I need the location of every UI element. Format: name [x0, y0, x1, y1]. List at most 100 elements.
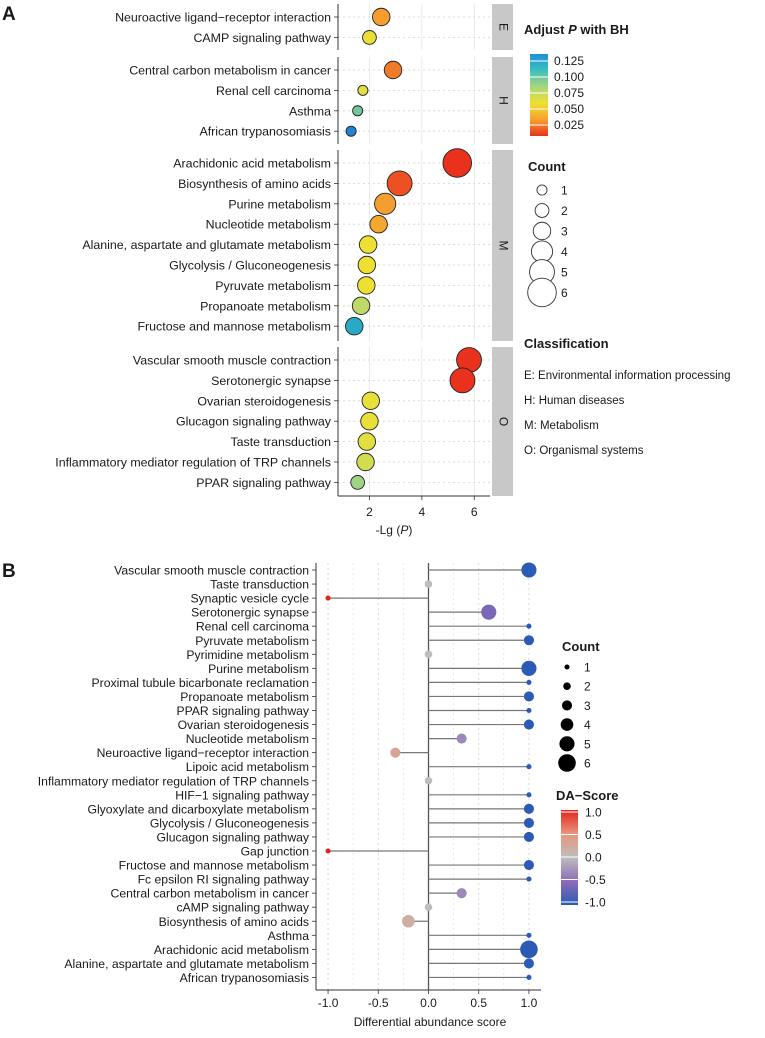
axis-b-xlabel: Differential abundance score: [354, 1015, 507, 1029]
legend-a-colorbar-label: 0.125: [554, 54, 584, 68]
panel-a-plot: Neuroactive ligand−receptor interaction C…: [55, 4, 584, 519]
term-label: Fructose and mannose metabolism: [119, 859, 309, 873]
lollipop-row: Neuroactive ligand−receptor interaction: [97, 746, 429, 760]
legend-a-size-key: [536, 184, 548, 196]
legend-a-class-title: Classification: [524, 336, 609, 351]
term-label: Biosynthesis of amino acids: [178, 177, 331, 191]
data-point: [357, 255, 377, 275]
term-label: Gap junction: [241, 845, 309, 859]
legend-a-colorbar: [530, 54, 548, 136]
legend-a-color-title-prefix: Adjust: [524, 22, 568, 37]
legend-b-colorbar-label: 0.5: [585, 828, 602, 842]
legend-a-size-key: [530, 240, 554, 263]
term-label: Ovarian steroidogenesis: [197, 394, 331, 408]
facet-strip-label: E: [496, 23, 510, 31]
term-label: Arachidonic acid metabolism: [154, 943, 309, 957]
data-point: [357, 432, 377, 451]
facet-strip: [492, 347, 513, 496]
lollipop-row: Inflammatory mediator regulation of TRP …: [38, 774, 433, 788]
legend-a-class-o: O: Organismal systems: [524, 445, 644, 457]
facet-strip: [492, 150, 513, 341]
legend-b-size-key: [559, 736, 575, 752]
lollipop-head: [456, 888, 467, 899]
lollipop-head: [526, 792, 532, 798]
group-m: Arachidonic acid metabolism Biosynthesis …: [82, 148, 513, 341]
lollipop-head: [523, 803, 534, 814]
lollipop-head: [526, 623, 532, 629]
lollipop-head: [526, 974, 532, 980]
group-panel: [338, 4, 490, 50]
data-point: [386, 170, 413, 197]
facet-strip: [492, 4, 513, 50]
lollipop-head: [456, 733, 467, 744]
group-e: Neuroactive ligand−receptor interaction C…: [115, 4, 513, 50]
term-label: Neuroactive ligand−receptor interaction: [97, 746, 309, 760]
panel-label-a: A: [2, 4, 16, 25]
term-label: Asthma: [268, 929, 310, 943]
legend-a-colorbar-label: 0.075: [554, 86, 584, 100]
term-label: PPAR signaling pathway: [196, 476, 332, 490]
term-label: Asthma: [289, 104, 331, 118]
lollipop-head: [526, 679, 532, 685]
lollipop-head: [325, 848, 331, 854]
lollipop-row: Fructose and mannose metabolism: [119, 859, 534, 873]
x-tick-label: -0.5: [368, 996, 389, 1010]
term-label: Pyruvate metabolism: [215, 279, 331, 293]
legend-a-class-e: E: Environmental information processing: [524, 370, 730, 382]
term-label: Propanoate metabolism: [200, 299, 331, 313]
lollipop-row: Glucagon signaling pathway: [157, 830, 534, 844]
legend-b-size-label: 4: [584, 718, 591, 732]
term-label: Synaptic vesicle cycle: [190, 592, 309, 606]
term-label: Lipoic acid metabolism: [186, 760, 309, 774]
term-label: Alanine, aspartate and glutamate metabol…: [64, 957, 309, 971]
lollipop-head: [520, 940, 538, 959]
data-point: [374, 192, 397, 215]
lollipop-row: Gap junction: [241, 845, 429, 859]
data-point: [351, 296, 371, 315]
lollipop-row: Synaptic vesicle cycle: [190, 592, 429, 606]
lollipop-row: Fc epsilon RI signaling pathway: [138, 873, 532, 887]
lollipop-row: Taste transduction: [210, 578, 433, 592]
lollipop-head: [424, 650, 433, 659]
legend-b-size-key: [563, 682, 571, 690]
lollipop-head: [526, 932, 532, 938]
term-label: Serotonergic synapse: [211, 374, 331, 388]
legend-a-size-label: 5: [561, 266, 568, 280]
data-point: [372, 7, 391, 27]
lollipop-row: Proximal tubule bicarbonate reclamation: [92, 676, 532, 690]
lollipop-row: cAMP signaling pathway: [176, 901, 433, 915]
term-label: Central carbon metabolism in cancer: [129, 64, 331, 78]
lollipop-row: Central carbon metabolism in cancer: [111, 887, 467, 901]
data-point: [383, 60, 403, 80]
axis-a-xlabel-var: P: [400, 523, 408, 537]
legend-a-size-title: Count: [528, 159, 566, 174]
data-point: [369, 214, 388, 234]
term-label: Ovarian steroidogenesis: [178, 718, 309, 732]
term-label: Pyruvate metabolism: [195, 634, 309, 648]
term-label: Glucagon signaling pathway: [176, 415, 332, 429]
term-label: Alanine, aspartate and glutamate metabol…: [82, 238, 331, 252]
lollipop-row: Alanine, aspartate and glutamate metabol…: [64, 957, 534, 971]
legend-b-colorbar-label: -1.0: [585, 896, 606, 910]
legend-a-colorbar-label: 0.025: [554, 118, 584, 132]
data-point: [352, 105, 364, 117]
legend-a-size-label: 6: [561, 286, 568, 300]
lollipop-row: PPAR signaling pathway: [176, 704, 532, 718]
term-label: CAMP signaling pathway: [193, 31, 331, 45]
legend-b-size-label: 3: [584, 699, 591, 713]
term-label: Glucagon signaling pathway: [157, 830, 310, 844]
lollipop-head: [526, 707, 532, 714]
data-point: [362, 30, 377, 45]
data-point: [345, 317, 364, 336]
axis-a-xlabel-suffix: ): [408, 523, 412, 537]
lollipop-row: Biosynthesis of amino acids: [159, 915, 429, 929]
legend-a-size-label: 4: [561, 245, 568, 259]
legend-a-class-m: M: Metabolism: [524, 420, 599, 432]
x-tick-label: 1.0: [521, 996, 538, 1010]
x-tick-label: 0.0: [420, 996, 437, 1010]
lollipop-row: Ovarian steroidogenesis: [178, 718, 534, 732]
term-label: Inflammatory mediator regulation of TRP …: [55, 456, 331, 470]
term-label: Biosynthesis of amino acids: [159, 915, 309, 929]
legend-b-size-key: [560, 718, 574, 731]
